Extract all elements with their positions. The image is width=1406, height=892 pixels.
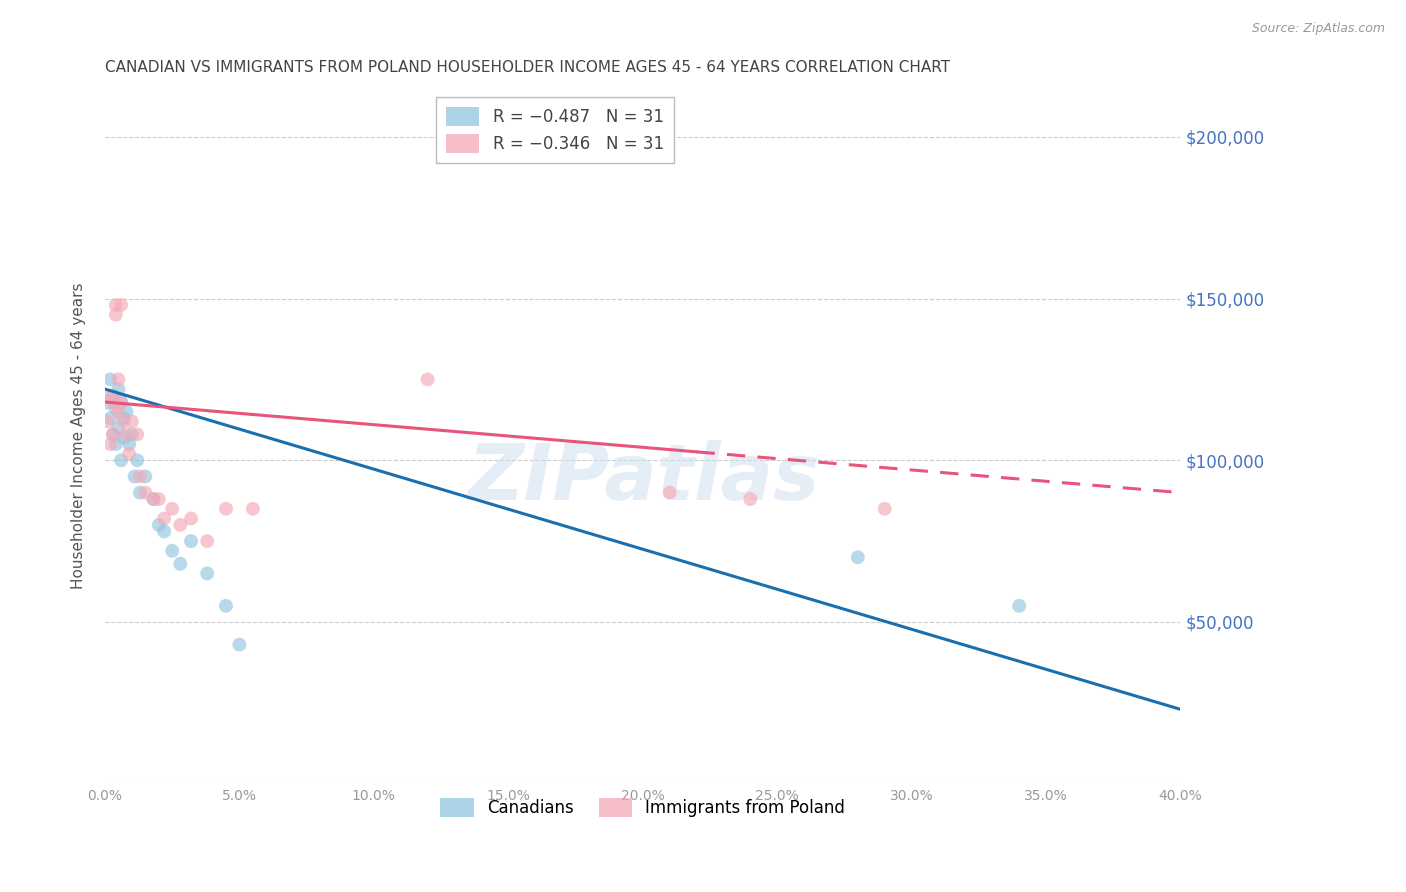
Point: [98, 388, 121, 402]
Point: [115, 427, 138, 442]
Point: [115, 405, 138, 419]
Point: [228, 638, 250, 652]
Point: [1008, 599, 1031, 613]
Point: [101, 427, 124, 442]
Point: [110, 453, 132, 467]
Point: [129, 485, 152, 500]
Point: [112, 411, 135, 425]
Point: [142, 492, 165, 507]
Point: [110, 395, 132, 409]
Point: [416, 372, 439, 386]
Point: [121, 427, 143, 442]
Point: [153, 511, 176, 525]
Text: ZIPatlas: ZIPatlas: [467, 440, 818, 516]
Point: [153, 524, 176, 539]
Point: [104, 437, 127, 451]
Point: [127, 453, 149, 467]
Point: [112, 414, 135, 428]
Point: [121, 414, 143, 428]
Point: [169, 518, 191, 533]
Point: [134, 469, 156, 483]
Point: [107, 421, 129, 435]
Point: [180, 534, 202, 549]
Point: [180, 511, 202, 525]
Point: [104, 308, 127, 322]
Point: [110, 395, 132, 409]
Point: [98, 411, 121, 425]
Point: [129, 469, 152, 483]
Text: CANADIAN VS IMMIGRANTS FROM POLAND HOUSEHOLDER INCOME AGES 45 - 64 YEARS CORRELA: CANADIAN VS IMMIGRANTS FROM POLAND HOUSE…: [105, 60, 950, 75]
Point: [846, 550, 869, 565]
Point: [215, 501, 238, 516]
Point: [740, 492, 762, 507]
Point: [169, 557, 191, 571]
Point: [107, 372, 129, 386]
Point: [242, 501, 264, 516]
Point: [101, 427, 124, 442]
Point: [195, 534, 218, 549]
Point: [215, 599, 238, 613]
Point: [101, 388, 124, 402]
Point: [101, 395, 124, 409]
Point: [98, 372, 121, 386]
Point: [148, 492, 170, 507]
Point: [97, 395, 120, 409]
Text: Source: ZipAtlas.com: Source: ZipAtlas.com: [1251, 22, 1385, 36]
Legend: Canadians, Immigrants from Poland: Canadians, Immigrants from Poland: [433, 791, 852, 824]
Y-axis label: Householder Income Ages 45 - 64 years: Householder Income Ages 45 - 64 years: [72, 283, 86, 590]
Point: [104, 298, 127, 312]
Point: [142, 492, 165, 507]
Point: [112, 431, 135, 445]
Point: [104, 401, 127, 416]
Point: [97, 414, 120, 428]
Point: [127, 427, 149, 442]
Point: [148, 518, 170, 533]
Point: [124, 469, 146, 483]
Point: [160, 544, 183, 558]
Point: [195, 566, 218, 581]
Point: [658, 485, 681, 500]
Point: [107, 382, 129, 396]
Point: [98, 437, 121, 451]
Point: [110, 298, 132, 312]
Point: [134, 485, 156, 500]
Point: [118, 437, 141, 451]
Point: [873, 501, 896, 516]
Point: [107, 405, 129, 419]
Point: [118, 447, 141, 461]
Point: [160, 501, 183, 516]
